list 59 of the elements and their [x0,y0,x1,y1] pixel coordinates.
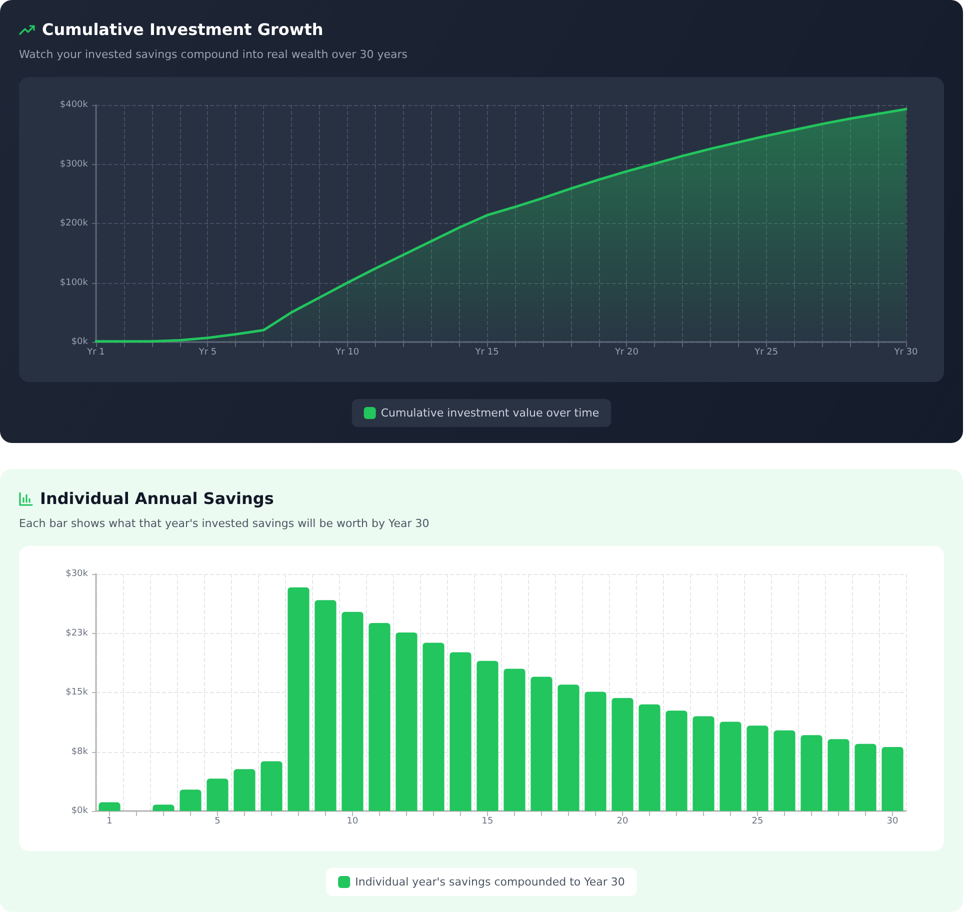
y-tick-label: $300k [60,159,89,170]
y-tick-label: $200k [60,218,89,228]
x-tick-label: Yr 20 [614,348,639,358]
bar [314,600,336,811]
x-tick-label: Yr 5 [198,348,217,358]
x-tick-label: 15 [482,816,494,826]
x-tick-label: 5 [214,816,220,826]
x-tick-label: Yr 25 [754,348,778,358]
y-tick-label: $0k [71,337,89,347]
x-tick-label: Yr 15 [474,348,499,358]
bar [692,716,714,811]
y-tick-label: $100k [60,278,89,288]
bar [450,652,472,811]
bar [152,804,174,811]
bar [288,587,310,811]
bar [800,735,822,811]
legend-label: Cumulative investment value over time [380,406,600,420]
bar [260,761,282,811]
bar [558,684,580,811]
bar [584,692,606,811]
y-tick-label: $30k [66,569,89,579]
chart-title: Individual Annual Savings [40,489,274,508]
x-tick-label: 10 [346,816,358,826]
bar [206,778,228,811]
bar [530,676,552,811]
bar [720,722,742,811]
y-tick-label: $15k [66,688,89,698]
chart-title: Cumulative Investment Growth [42,20,324,39]
bar [234,769,256,811]
bar [368,622,390,811]
bar [180,790,202,811]
bar [828,739,850,811]
bar [504,668,526,811]
bar [774,730,796,811]
bar [612,698,634,811]
bar [638,704,660,811]
bar [98,802,120,811]
y-tick-label: $400k [60,100,89,110]
bar [746,726,768,811]
y-tick-label: $23k [66,628,89,638]
legend-label: Individual year's savings compounded to Year 30 [355,876,625,888]
x-tick-label: 1 [106,816,112,826]
y-tick-label: $8k [71,746,89,757]
x-tick-label: Yr 30 [893,348,918,358]
bar [882,747,904,811]
x-tick-label: 20 [616,816,628,826]
chart-subtitle: Watch your invested savings compound into real wealth over 30 years [19,48,408,61]
bar [476,660,498,811]
bar [666,710,688,811]
y-tick-label: $0k [71,806,89,816]
bar [396,632,418,811]
bar [342,612,364,811]
bar [854,744,876,811]
chart-subtitle: Each bar shows what that year's invested savings will be worth by Year 30 [19,517,430,530]
x-tick-label: Yr 1 [86,348,105,358]
x-tick-label: 30 [886,816,898,826]
x-tick-label: 25 [752,816,764,826]
x-tick-label: Yr 10 [334,348,360,358]
bar [422,642,444,811]
